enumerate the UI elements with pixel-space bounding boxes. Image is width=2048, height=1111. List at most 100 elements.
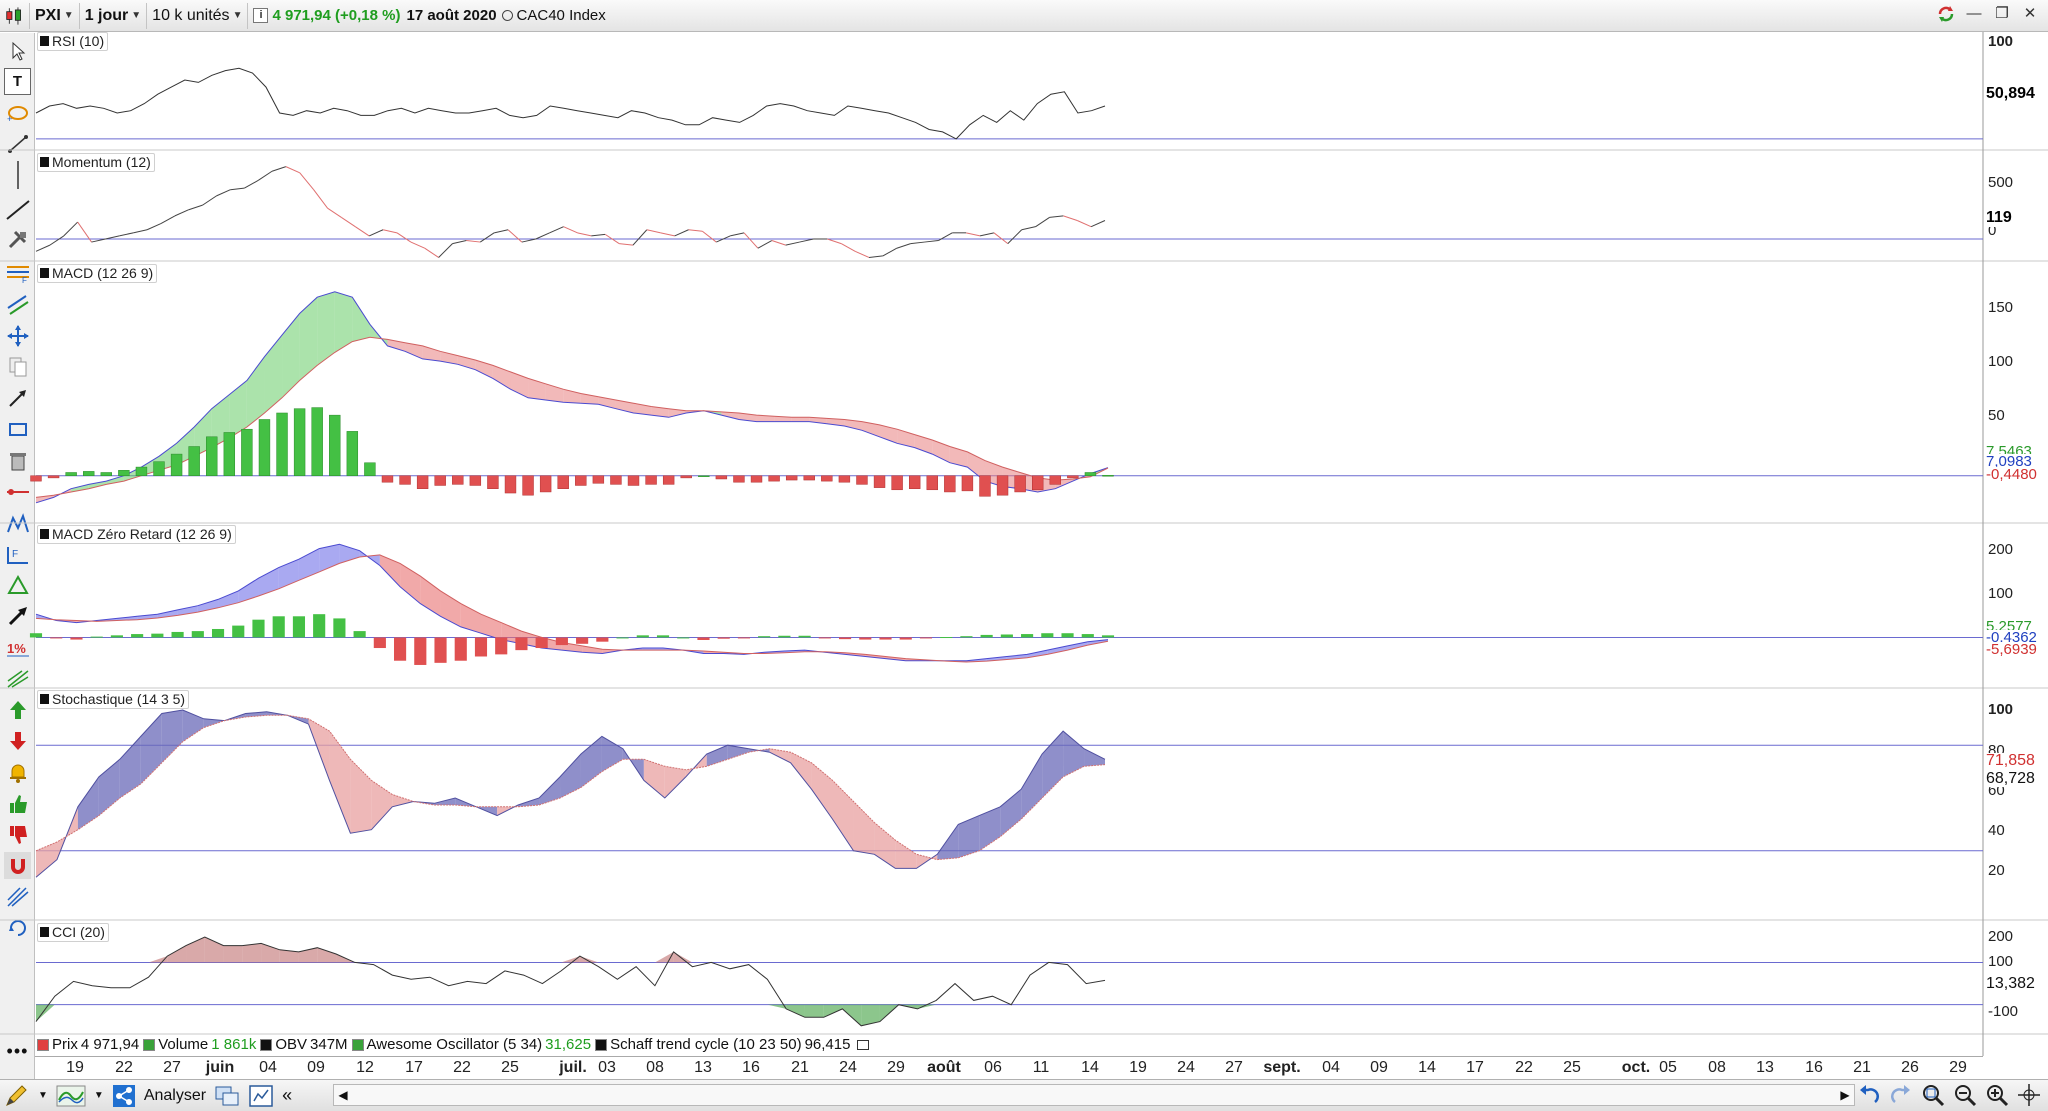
momentum-segment [743, 232, 759, 249]
scroll-right-icon[interactable]: ▶ [1840, 1088, 1850, 1102]
momentum-segment [827, 238, 842, 245]
magnet-icon[interactable] [4, 852, 31, 879]
percent-tool-icon[interactable]: 1% [4, 633, 31, 660]
stochastic-label[interactable]: Stochastique (14 3 5) [37, 690, 190, 709]
analyze-button[interactable]: Analyser [140, 1082, 210, 1110]
trash-icon[interactable] [4, 447, 31, 474]
arrow-marker-icon[interactable] [4, 602, 31, 629]
minimize-icon[interactable]: — [1966, 5, 1982, 22]
macd-histogram-bar [258, 419, 271, 476]
legend-item[interactable]: Volume 1 861k [143, 1036, 256, 1053]
macd-histogram-bar [241, 428, 253, 476]
stoch-cloud [203, 718, 225, 728]
channel-icon[interactable] [4, 291, 31, 318]
pattern-icon[interactable] [4, 509, 31, 536]
chevron-down-icon: ▼ [131, 10, 142, 21]
move-icon[interactable] [4, 322, 31, 349]
tools-icon[interactable] [4, 226, 31, 253]
macd-cloud [897, 429, 915, 448]
cci-label[interactable]: CCI (20) [37, 923, 109, 942]
macd-zero-lag-label[interactable]: MACD Zéro Retard (12 26 9) [37, 525, 236, 544]
cci-oversold-area [804, 1004, 824, 1018]
legend-item[interactable]: Schaff trend cycle (10 23 50) 96,415 [595, 1036, 850, 1053]
candlestick-icon[interactable] [0, 2, 30, 29]
macd-cloud [651, 406, 669, 418]
horizontal-line-icon[interactable] [4, 478, 31, 505]
legend-swatch [143, 1038, 156, 1051]
share-icon[interactable] [108, 1082, 140, 1110]
copy-icon[interactable] [4, 353, 31, 380]
rectangle-tool-icon[interactable] [4, 415, 31, 442]
fibonacci-icon[interactable]: F [4, 259, 31, 286]
macd-cloud [71, 484, 89, 492]
pitchfork-icon[interactable] [4, 664, 31, 691]
more-icon[interactable]: ••• [6, 1041, 29, 1061]
macdzr-histogram-bar [717, 637, 730, 639]
momentum-segment [993, 232, 1009, 244]
text-tool-icon[interactable]: T [4, 68, 31, 95]
stoch-cloud [98, 759, 120, 816]
ellipse-tool-icon[interactable]: + [4, 99, 31, 126]
cycle-tool-icon[interactable] [4, 914, 31, 941]
zoom-out-icon[interactable] [1952, 1082, 1978, 1108]
macd-histogram-bar [469, 475, 482, 486]
momentum-segment [771, 240, 786, 246]
cursor-icon[interactable] [4, 37, 31, 64]
chevron-down-icon[interactable]: ▼ [38, 1090, 48, 1101]
macd-histogram-bar [65, 472, 77, 476]
pencil-icon[interactable] [0, 1082, 34, 1110]
thumbs-up-icon[interactable] [4, 790, 31, 817]
arrow-tool-icon[interactable] [4, 384, 31, 411]
arrow-up-icon[interactable] [4, 696, 31, 723]
zoom-fit-icon[interactable] [1920, 1082, 1946, 1108]
units-dropdown[interactable]: 10 k unités ▼ [147, 2, 249, 29]
trendline-icon[interactable] [4, 195, 31, 222]
info-icon[interactable]: i [253, 8, 269, 23]
arrow-down-icon[interactable] [4, 727, 31, 754]
macdzr-cloud [480, 614, 502, 640]
chevron-down-icon[interactable]: ▼ [93, 1090, 104, 1101]
legend-item[interactable]: Awesome Oscillator (5 34) 31,625 [351, 1036, 591, 1053]
momentum-segment [535, 232, 550, 240]
macdzr-cloud [319, 544, 340, 572]
thumbs-down-icon[interactable] [4, 821, 31, 848]
layout-icon[interactable] [244, 1082, 278, 1110]
alert-bell-icon[interactable] [4, 758, 31, 785]
legend-item[interactable]: OBV 347M [260, 1036, 348, 1053]
symbol-dropdown[interactable]: PXI ▼ [30, 2, 80, 29]
indicators-icon[interactable] [52, 1082, 90, 1110]
parallel-lines-icon[interactable] [4, 883, 31, 910]
windows-icon[interactable] [210, 1082, 244, 1110]
undo-icon[interactable] [1856, 1082, 1882, 1108]
refresh-icon[interactable] [1936, 4, 1956, 24]
redo-icon[interactable] [1888, 1082, 1914, 1108]
fibonacci-time-icon[interactable]: F [4, 540, 31, 567]
crosshair-icon[interactable] [2016, 1082, 2042, 1108]
collapse-icon[interactable]: « [282, 1085, 293, 1105]
triangle-icon[interactable] [4, 571, 31, 598]
macd-histogram-bar [979, 475, 991, 497]
macd-histogram-bar [926, 475, 938, 491]
momentum-label[interactable]: Momentum (12) [37, 153, 155, 172]
macd-label[interactable]: MACD (12 26 9) [37, 264, 158, 283]
macdzr-cloud [460, 603, 481, 634]
period-dropdown[interactable]: 1 jour ▼ [80, 2, 148, 29]
stoch-cloud [1042, 731, 1064, 798]
scroll-left-icon[interactable]: ◀ [338, 1088, 348, 1102]
zoom-in-icon[interactable] [1984, 1082, 2010, 1108]
rsi-current-value: 50,894 [1986, 85, 2035, 102]
rsi-label[interactable]: RSI (10) [37, 32, 109, 51]
time-scrollbar[interactable]: ◀ ▶ [333, 1084, 1855, 1106]
close-icon[interactable]: ✕ [2023, 5, 2037, 22]
momentum-segment [216, 189, 231, 197]
restore-icon[interactable]: ❐ [1995, 5, 2009, 22]
vertical-line-icon[interactable] [4, 160, 31, 189]
macdzr-cloud [177, 605, 198, 616]
macd-histogram-bar [416, 475, 429, 489]
legend-item[interactable]: Prix 4 971,94 [37, 1036, 139, 1053]
momentum-segment [355, 226, 370, 237]
windows-icon[interactable] [857, 1039, 870, 1050]
macdzr-histogram-bar [292, 616, 306, 638]
time-axis[interactable]: 19 22 27 juin 04 09 12 17 22 25 juil. 03 08 13 16 21 24 2… [35, 1056, 1983, 1078]
